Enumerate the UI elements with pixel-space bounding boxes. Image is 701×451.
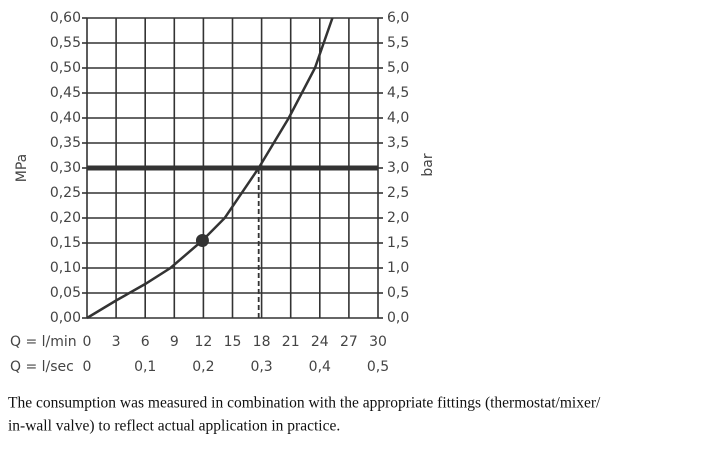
y-tick-label: 0,05	[50, 285, 81, 301]
x2-tick-label: 0	[83, 359, 92, 375]
x2-axis-label: Q = l/sec	[10, 359, 74, 375]
y-tick-label: 0,10	[50, 260, 81, 276]
y2-tick-label: 0,0	[387, 310, 409, 326]
y2-tick-label: 3,5	[387, 135, 409, 151]
y-tick-label: 0,15	[50, 235, 81, 251]
y-tick-label: 0,25	[50, 185, 81, 201]
curve	[86, 17, 334, 320]
caption: The consumption was measured in combinat…	[8, 395, 601, 412]
y2-tick-label: 6,0	[387, 10, 409, 26]
x-tick-label: 18	[253, 334, 271, 350]
x-tick-label: 21	[282, 334, 300, 350]
y-tick-label: 0,45	[50, 85, 81, 101]
y2-tick-label: 1,5	[387, 235, 409, 251]
x-tick-label: 27	[340, 334, 358, 350]
y-tick-label: 0,35	[50, 135, 81, 151]
x2-tick-label: 0,1	[134, 359, 156, 375]
operating-point	[195, 234, 209, 247]
y2-tick-label: 5,0	[387, 60, 409, 76]
y-tick-label: 0,55	[50, 35, 81, 51]
y-tick-label: 0,30	[50, 160, 81, 176]
y2-tick-label: 1,0	[387, 260, 409, 276]
x-tick-label: 9	[170, 334, 179, 350]
x2-tick-label: 0,4	[309, 359, 331, 375]
x-tick-label: 0	[83, 334, 92, 350]
y-tick-label: 0,40	[50, 110, 81, 126]
y2-tick-label: 2,0	[387, 210, 409, 226]
y-axis-label: MPa	[14, 154, 30, 182]
x-tick-label: 24	[311, 334, 329, 350]
x2-tick-label: 0,3	[250, 359, 272, 375]
y-tick-label: 0,00	[50, 310, 81, 326]
y2-tick-label: 3,0	[387, 160, 409, 176]
x2-tick-label: 0,5	[367, 359, 389, 375]
x-tick-label: 30	[369, 334, 387, 350]
x-tick-label: 15	[224, 334, 242, 350]
y2-axis-label: bar	[420, 153, 436, 176]
x-tick-label: 3	[112, 334, 121, 350]
y2-tick-label: 2,5	[387, 185, 409, 201]
y-tick-label: 0,50	[50, 60, 81, 76]
y-tick-label: 0,20	[50, 210, 81, 226]
y2-tick-label: 4,0	[387, 110, 409, 126]
x-tick-label: 12	[194, 334, 212, 350]
y2-tick-label: 0,5	[387, 285, 409, 301]
caption: in-wall valve) to reflect actual applica…	[8, 418, 340, 435]
y-tick-label: 0,60	[50, 10, 81, 26]
x2-tick-label: 0,2	[192, 359, 214, 375]
y2-tick-label: 5,5	[387, 35, 409, 51]
y2-tick-label: 4,5	[387, 85, 409, 101]
x-tick-label: 6	[141, 334, 150, 350]
x-axis-label: Q = l/min	[10, 334, 77, 350]
